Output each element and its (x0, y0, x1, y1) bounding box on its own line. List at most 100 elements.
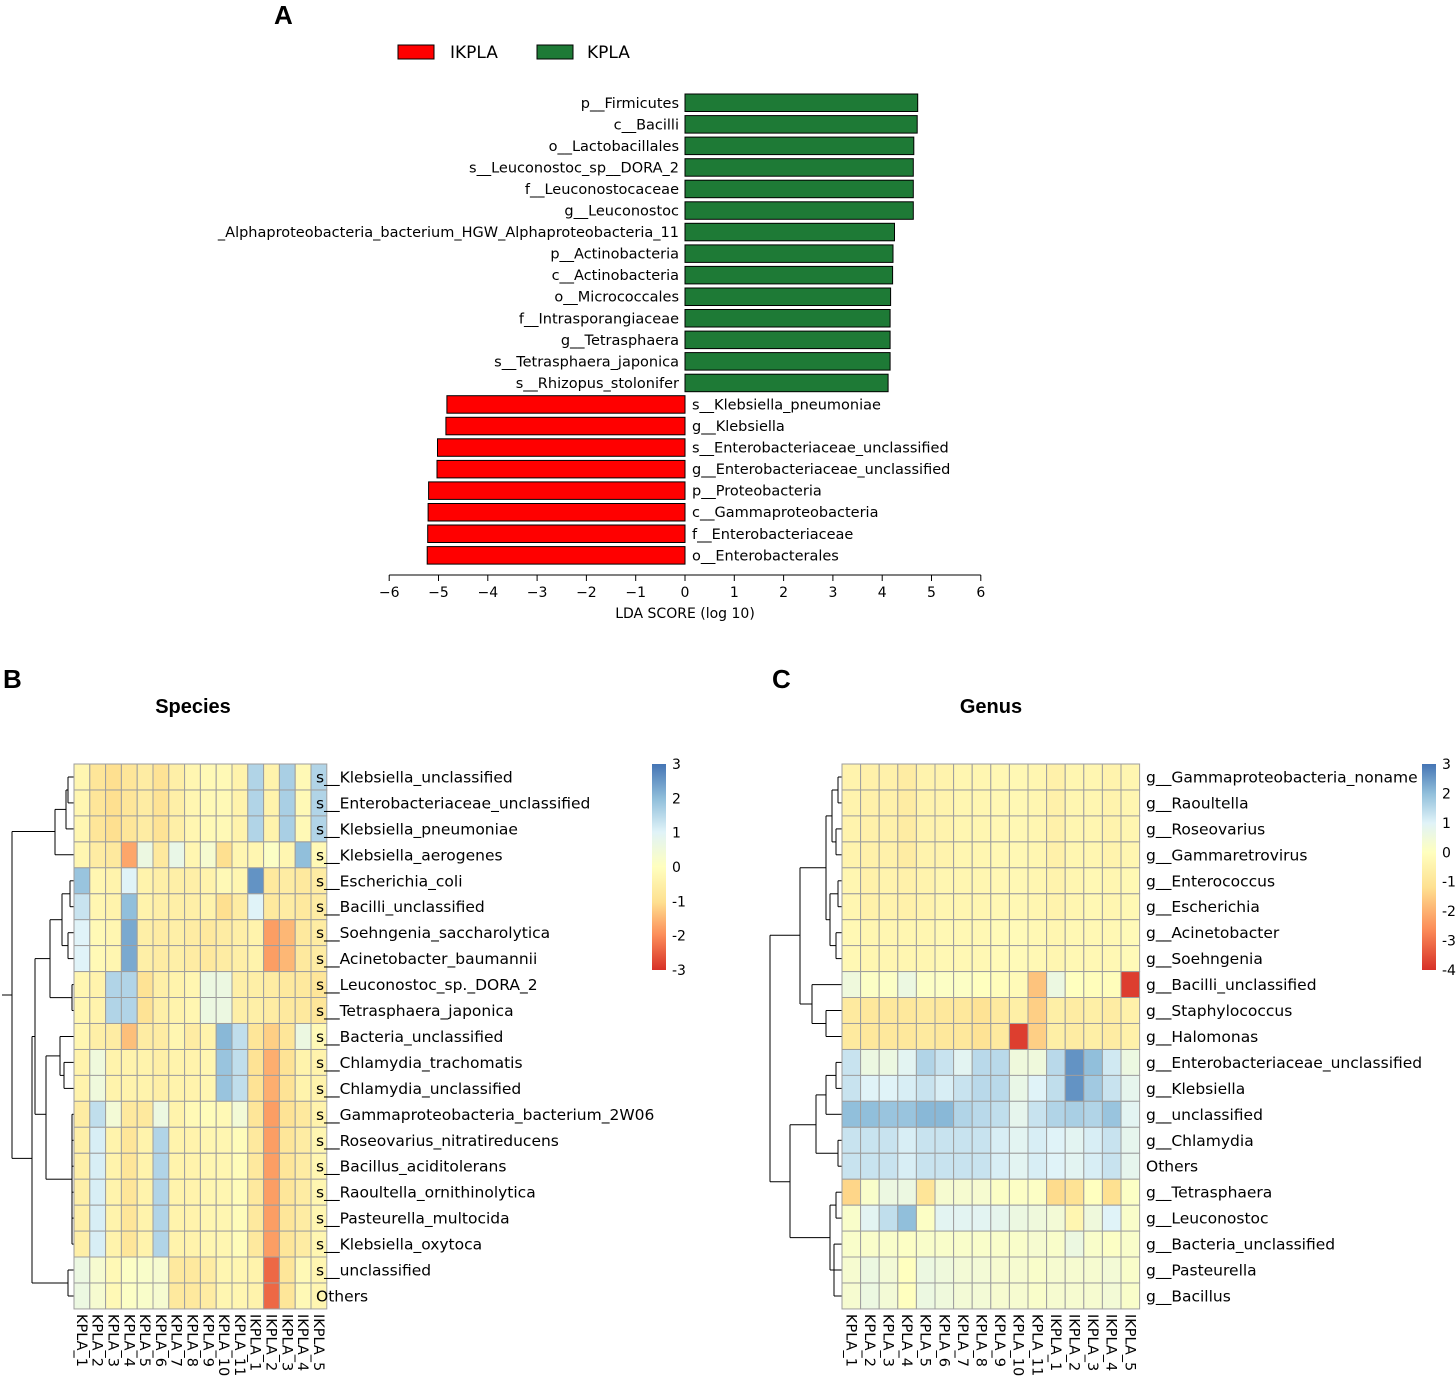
heatmap-cell (990, 1049, 1010, 1076)
heatmap-cell (120, 1282, 138, 1310)
lda-bar (684, 373, 889, 393)
heatmap-row-label: g__Soehngenia (1146, 950, 1263, 969)
heatmap-cell (168, 1074, 186, 1102)
heatmap-cell (1101, 919, 1122, 947)
heatmap-cell (990, 1126, 1010, 1154)
heatmap-cell (897, 1204, 917, 1232)
heatmap-cell (105, 763, 122, 791)
heatmap-cell (934, 1126, 955, 1154)
heatmap-cell (971, 1023, 992, 1050)
heatmap-cell (1046, 841, 1066, 869)
heatmap-cell (953, 1152, 973, 1180)
heatmap-cell (247, 1230, 265, 1258)
heatmap-cell (215, 1049, 233, 1076)
heatmap-cell (231, 1256, 249, 1284)
heatmap-cell (1046, 945, 1066, 973)
heatmap-cell (231, 1152, 249, 1180)
heatmap-cell (841, 1204, 862, 1232)
heatmap-cell (263, 841, 280, 869)
heatmap-cell (860, 1023, 880, 1050)
heatmap-cell (841, 893, 862, 921)
heatmap-cell (1008, 1152, 1029, 1180)
heatmap-cell (294, 1178, 312, 1206)
heatmap-cell (897, 945, 917, 973)
colorbar-gradient (652, 764, 666, 970)
heatmap-row-label: s__Soehngenia_saccharolytica (316, 924, 550, 943)
heatmap-column-label: IKPLA_3 (278, 1314, 294, 1371)
heatmap-cell (990, 1204, 1010, 1232)
heatmap-cell (1008, 945, 1029, 973)
heatmap-cell (878, 867, 899, 895)
heatmap-cell (1120, 763, 1141, 791)
heatmap-cell (953, 815, 973, 843)
heatmap-cell (841, 1282, 862, 1310)
heatmap-cell (184, 789, 201, 817)
heatmap-row-label: s__Chlamydia_unclassified (316, 1080, 521, 1099)
heatmap-cell (152, 1049, 170, 1076)
heatmap-cell (152, 815, 170, 843)
heatmap-cell (1120, 815, 1141, 843)
heatmap-row-label: g__Tetrasphaera (1146, 1184, 1272, 1203)
heatmap-cell (136, 1230, 154, 1258)
heatmap-cell (184, 1256, 201, 1284)
heatmap-cell (294, 867, 312, 895)
heatmap-cell (841, 919, 862, 947)
lda-axis-tick-label: 3 (828, 585, 837, 601)
colorbar-tick-label: -2 (1442, 904, 1456, 920)
heatmap-cell (953, 867, 973, 895)
heatmap-cell (953, 1282, 973, 1310)
heatmap-cell (278, 1074, 296, 1102)
heatmap-cell (1120, 945, 1141, 973)
heatmap-cell (278, 1126, 296, 1154)
heatmap-cell (1101, 1023, 1122, 1050)
heatmap-cell (1064, 997, 1085, 1024)
heatmap-cell (247, 945, 265, 973)
heatmap-cell (1064, 1204, 1085, 1232)
lda-bar (684, 93, 919, 112)
heatmap-cell (73, 1230, 91, 1258)
heatmap-cell (915, 1023, 936, 1050)
heatmap-cell (1008, 1204, 1029, 1232)
heatmap-cell (168, 815, 186, 843)
heatmap-cell (1083, 763, 1103, 791)
colorbar-tick-label: -1 (1442, 875, 1456, 891)
heatmap-cell (841, 1049, 862, 1076)
lda-bar (684, 309, 891, 328)
heatmap-row-label: s__Roseovarius_nitratireducens (316, 1132, 559, 1151)
heatmap-cell (1008, 1100, 1029, 1128)
heatmap-cell (263, 1049, 280, 1076)
genus-heatmap-title: Genus (960, 696, 1022, 718)
heatmap-cell (168, 1100, 186, 1128)
heatmap-cell (263, 789, 280, 817)
heatmap-cell (294, 1256, 312, 1284)
lda-bar-label: c__Gammaproteobacteria (692, 505, 878, 521)
heatmap-cell (105, 815, 122, 843)
panel-letter-a: A (274, 0, 293, 30)
heatmap-cell (120, 1074, 138, 1102)
heatmap-cell (184, 893, 201, 921)
heatmap-cell (263, 945, 280, 973)
heatmap-cell (1101, 1204, 1122, 1232)
heatmap-cell (1064, 1049, 1085, 1076)
heatmap-row-label: s__Tetrasphaera_japonica (316, 1002, 514, 1021)
heatmap-cell (1064, 789, 1085, 817)
heatmap-cell (1046, 1178, 1066, 1206)
heatmap-cell (1083, 1230, 1103, 1258)
heatmap-cell (73, 1178, 91, 1206)
heatmap-cell (860, 945, 880, 973)
heatmap-cell (971, 1152, 992, 1180)
heatmap-cell (1008, 1126, 1029, 1154)
heatmap-cell (168, 945, 186, 973)
heatmap-cell (841, 1256, 862, 1284)
heatmap-column-label: KPLA_7 (168, 1314, 184, 1367)
heatmap-cell (73, 789, 91, 817)
heatmap-cell (1120, 1074, 1141, 1102)
heatmap-cell (184, 971, 201, 999)
heatmap-cell (247, 1023, 265, 1050)
heatmap-cell (120, 997, 138, 1024)
heatmap-cell (878, 815, 899, 843)
heatmap-cell (199, 1282, 217, 1310)
heatmap-cell (73, 1074, 91, 1102)
heatmap-cell (278, 1178, 296, 1206)
heatmap-cell (915, 919, 936, 947)
